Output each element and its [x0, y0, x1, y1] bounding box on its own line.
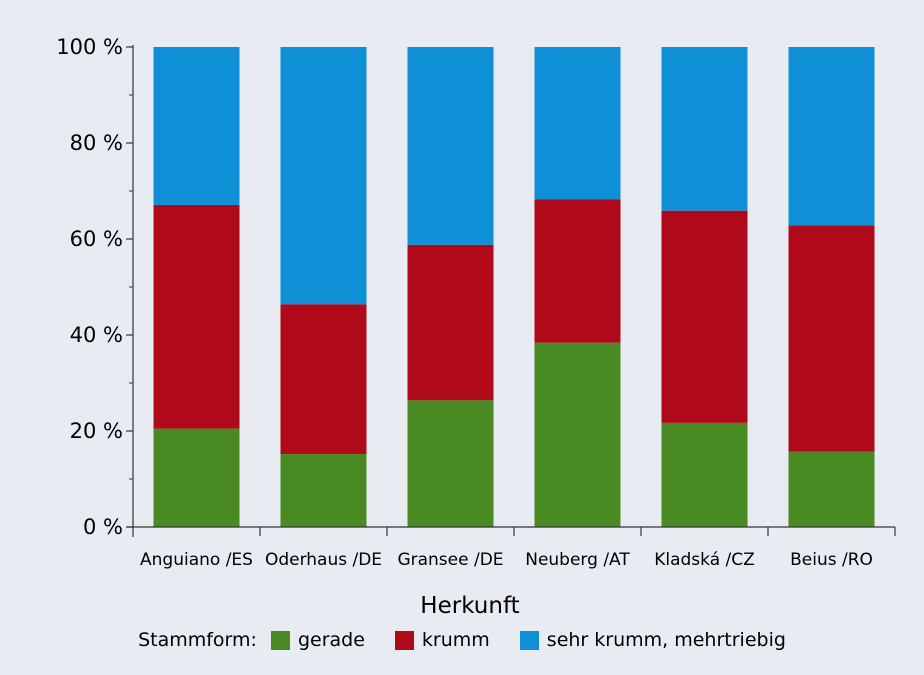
y-tick-label: 60 % — [70, 227, 123, 251]
x-tick-label: Kladská /CZ — [654, 550, 755, 570]
y-tick-label: 100 % — [56, 35, 123, 59]
axes — [126, 45, 896, 537]
bar-segment-gerade-5 — [788, 451, 875, 527]
bar-segment-krumm-4 — [661, 210, 748, 423]
bar-segment-krumm-2 — [407, 244, 494, 401]
bar-segment-sehr-4 — [661, 47, 748, 211]
y-tick-label: 40 % — [70, 323, 123, 347]
x-tick-label: Oderhaus /DE — [265, 550, 382, 570]
x-tick-label: Anguiano /ES — [140, 550, 253, 570]
legend-item-gerade: gerade — [270, 629, 365, 651]
tick-labels: Anguiano /ES Oderhaus /DE Gransee /DE Neube… — [56, 35, 873, 570]
legend-swatch-gerade — [270, 630, 290, 650]
legend-item-sehr-krumm: sehr krumm, mehrtriebig — [519, 629, 786, 651]
x-tick-label: Beius /RO — [790, 550, 873, 570]
legend-label-gerade: gerade — [297, 629, 365, 651]
legend-title: Stammform: — [138, 629, 257, 651]
bar-segment-krumm-0 — [153, 204, 240, 429]
legend: Stammform: gerade krumm sehr krumm, mehr… — [0, 629, 924, 651]
bar-segment-sehr-3 — [534, 47, 621, 200]
x-tick-label: Gransee /DE — [397, 550, 503, 570]
y-tick-label: 0 % — [83, 515, 123, 539]
bar-segment-krumm-1 — [280, 304, 367, 455]
bar-segment-gerade-4 — [661, 422, 748, 527]
bar-segment-sehr-5 — [788, 47, 875, 226]
legend-label-krumm: krumm — [421, 629, 490, 651]
bar-segment-krumm-3 — [534, 199, 621, 343]
x-axis-label: Herkunft — [420, 593, 519, 619]
legend-item-krumm: krumm — [394, 629, 490, 651]
y-tick-label: 20 % — [70, 419, 123, 443]
bar-segment-gerade-2 — [407, 400, 494, 527]
bar-segment-gerade-0 — [153, 428, 240, 527]
bar-segment-sehr-1 — [280, 47, 367, 305]
y-tick-label: 80 % — [70, 131, 123, 155]
x-tick-label: Neuberg /AT — [525, 550, 630, 570]
bar-segment-sehr-2 — [407, 47, 494, 245]
bar-segment-krumm-5 — [788, 225, 875, 452]
bar-segment-gerade-3 — [534, 342, 621, 527]
legend-label-sehr-krumm: sehr krumm, mehrtriebig — [546, 629, 786, 651]
legend-swatch-sehr-krumm — [519, 630, 539, 650]
legend-swatch-krumm — [394, 630, 414, 650]
bar-layer — [153, 47, 875, 527]
bar-segment-sehr-0 — [153, 47, 240, 205]
bar-segment-gerade-1 — [280, 454, 367, 527]
